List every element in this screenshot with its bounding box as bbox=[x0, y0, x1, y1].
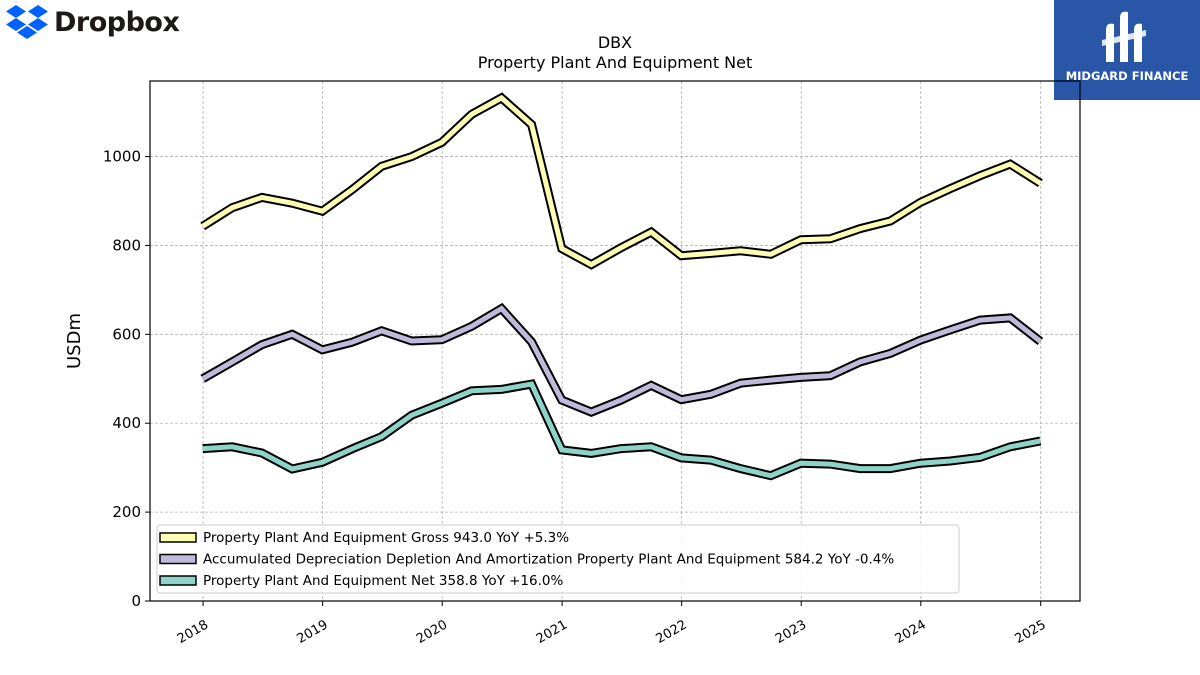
y-tick-label: 0 bbox=[131, 592, 141, 610]
series-line bbox=[202, 381, 1041, 479]
legend-swatch bbox=[159, 553, 197, 565]
x-tick-label: 2023 bbox=[773, 617, 809, 647]
legend-label: Property Plant And Equipment Net 358.8 Y… bbox=[203, 573, 563, 589]
legend-swatch bbox=[159, 532, 197, 543]
chart-subtitle: Property Plant And Equipment Net bbox=[478, 53, 753, 72]
series-0 bbox=[200, 92, 1043, 270]
grid bbox=[150, 81, 1080, 602]
dropbox-logo: Dropbox bbox=[6, 4, 180, 40]
brand-name: Dropbox bbox=[54, 6, 180, 38]
midgard-finance-badge: MIDGARD FINANCE bbox=[1054, 0, 1200, 100]
midgard-finance-logo-icon bbox=[1102, 11, 1146, 63]
x-tick-label: 2020 bbox=[414, 617, 450, 647]
series-lines bbox=[200, 92, 1044, 481]
plot-frame bbox=[149, 80, 1081, 602]
y-tick-label: 800 bbox=[112, 236, 141, 254]
x-tick-label: 2024 bbox=[893, 617, 929, 647]
x-tick-label: 2022 bbox=[654, 617, 690, 647]
chart-title: DBX bbox=[598, 33, 632, 52]
x-tick-label: 2018 bbox=[175, 617, 211, 647]
series-line-outline bbox=[200, 302, 1044, 417]
dropbox-icon bbox=[6, 5, 48, 39]
x-tick-label: 2019 bbox=[294, 617, 330, 647]
series-1 bbox=[200, 302, 1044, 417]
y-tick-label: 400 bbox=[112, 414, 141, 432]
y-tick-label: 1000 bbox=[103, 148, 141, 166]
y-tick-label: 200 bbox=[112, 503, 141, 521]
legend-box bbox=[156, 524, 960, 594]
series-line bbox=[201, 94, 1042, 268]
x-tick-label: 2021 bbox=[534, 617, 570, 647]
legend-label: Accumulated Depreciation Depletion And A… bbox=[203, 552, 894, 568]
series-2 bbox=[202, 379, 1042, 481]
y-axis-label: USDm bbox=[64, 313, 85, 369]
x-tick-label: 2025 bbox=[1013, 617, 1049, 647]
legend-swatch bbox=[159, 575, 197, 586]
y-tick-label: 600 bbox=[112, 325, 141, 343]
legend: Property Plant And Equipment Gross 943.0… bbox=[156, 524, 960, 594]
series-line-outline bbox=[200, 92, 1043, 270]
legend-label: Property Plant And Equipment Gross 943.0… bbox=[203, 530, 569, 546]
x-axis: 2018 2019 2020 2021 2022 2023 2024 2025 bbox=[175, 601, 1049, 647]
y-axis: 0 200 400 600 800 1000 bbox=[103, 148, 150, 610]
badge-text: MIDGARD FINANCE bbox=[1065, 69, 1189, 83]
series-line bbox=[201, 305, 1042, 415]
